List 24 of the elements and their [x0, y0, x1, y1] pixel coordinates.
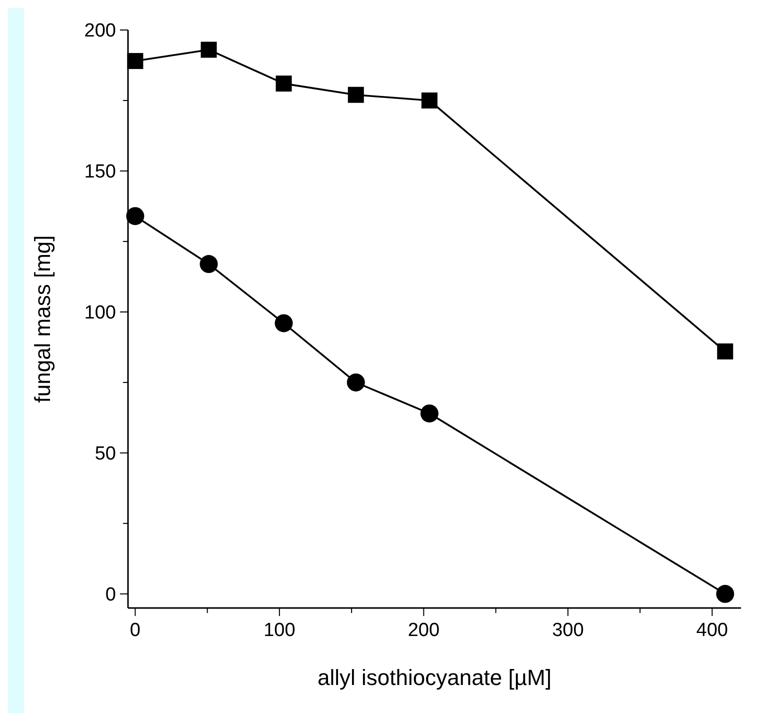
point	[346, 373, 365, 392]
point	[420, 404, 438, 422]
point	[127, 53, 144, 70]
x-tick-label: 0	[130, 620, 140, 641]
point	[200, 255, 218, 274]
y-tick-label: 0	[105, 584, 116, 606]
point	[716, 584, 734, 603]
point	[348, 86, 364, 103]
x-tick-label: 100	[264, 620, 296, 641]
y-tick-label: 50	[94, 444, 116, 465]
x-tick-label: 400	[696, 620, 728, 641]
y-tick-label: 150	[84, 162, 116, 183]
y-tick-label: 100	[84, 302, 116, 324]
y-axis-title: fungal mass [mg]	[30, 235, 55, 403]
point	[126, 207, 144, 226]
x-axis-title: allyl isothiocyanate [µM]	[318, 665, 552, 690]
x-tick-label: 200	[408, 620, 440, 641]
x-tick-label: 300	[552, 620, 584, 641]
point	[421, 92, 438, 108]
point	[717, 343, 734, 360]
point	[274, 314, 293, 332]
point	[200, 42, 217, 58]
y-tick-label: 200	[84, 20, 116, 42]
point	[276, 76, 292, 92]
